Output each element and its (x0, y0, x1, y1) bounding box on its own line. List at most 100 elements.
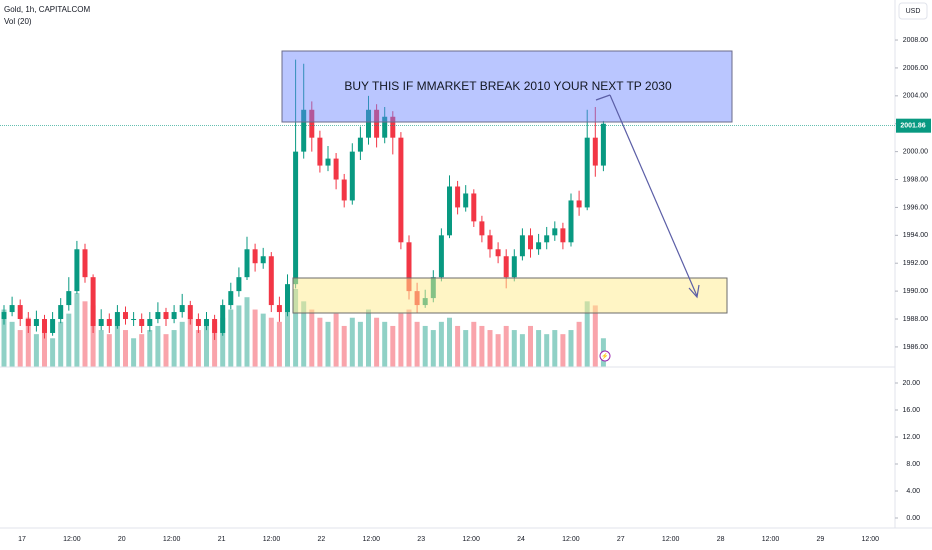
volume-bar (82, 301, 88, 367)
volume-bar (519, 334, 525, 367)
candle-body (179, 305, 185, 313)
volume-bar (163, 334, 169, 367)
candle-body (382, 116, 388, 138)
y-tick-label: 1998.00 (903, 176, 928, 183)
candle-body (74, 249, 80, 292)
volume-bar (333, 313, 339, 367)
volume-bar (317, 317, 323, 367)
indicator-tick-label: 16.00 (902, 407, 920, 414)
candle-body (503, 256, 509, 278)
candle-body (131, 319, 137, 321)
volume-bar (560, 334, 566, 367)
candle-body (487, 235, 493, 250)
volume-bar (212, 321, 218, 367)
candle-body (536, 242, 542, 250)
candle-body (9, 305, 15, 313)
volume-bar (406, 309, 412, 367)
candle-body (519, 235, 525, 257)
y-tick-label: 2004.00 (903, 93, 928, 100)
x-tick-label: 12:00 (63, 536, 81, 543)
volume-bar (276, 321, 282, 367)
volume-bar (576, 321, 582, 367)
x-tick-label: 17 (18, 536, 26, 543)
x-tick-label: 12:00 (263, 536, 281, 543)
volume-bar (187, 317, 193, 367)
candle-body (325, 158, 331, 166)
volume-bar (74, 293, 80, 367)
candle-body (268, 256, 274, 306)
volume-bar (309, 309, 315, 367)
currency-label[interactable]: USD (906, 8, 921, 15)
volume-bar (17, 330, 23, 367)
volume-bar (98, 330, 104, 367)
candle-body (252, 249, 258, 264)
volume-bar (544, 334, 550, 367)
volume-bar (568, 330, 574, 367)
indicator-tick-label: 8.00 (906, 461, 920, 468)
volume-bar (301, 301, 307, 367)
chart-title: Gold, 1h, CAPITALCOM (4, 5, 90, 14)
volume-bar (382, 321, 388, 367)
volume-bar (204, 325, 209, 367)
candle-body (568, 200, 574, 243)
candle-body (455, 186, 461, 208)
volume-bar (66, 313, 72, 367)
y-tick-label: 1994.00 (903, 232, 928, 239)
candle-body (1, 312, 7, 320)
event-icon-glyph[interactable]: ⚡ (601, 352, 608, 360)
candle-body (357, 137, 363, 152)
arrow-line (595, 94, 611, 101)
y-tick-label: 1988.00 (903, 316, 928, 323)
volume-bar (285, 305, 290, 367)
volume-bar (398, 313, 404, 367)
volume-bar (374, 317, 380, 367)
candle-body (147, 319, 153, 326)
buy-zone (281, 50, 733, 123)
volume-bar (463, 330, 469, 367)
candle-body (584, 137, 590, 208)
candle-body (204, 319, 209, 326)
y-tick-label: 2000.00 (903, 148, 928, 155)
volume-bar (471, 321, 477, 367)
candle-body (17, 305, 23, 320)
currency-button[interactable] (898, 2, 928, 20)
candle-body (123, 312, 128, 320)
volume-bar (325, 321, 331, 367)
arrow-head (688, 284, 700, 299)
candle-body (398, 137, 404, 243)
candle-body (25, 319, 31, 326)
candle-body (50, 319, 56, 333)
volume-bar (58, 321, 64, 367)
candle-body (317, 137, 323, 166)
indicator-tick-label: 4.00 (906, 488, 920, 495)
volume-bar (179, 321, 185, 367)
candle-body (528, 235, 533, 250)
volume-bar (268, 317, 274, 367)
volume-bar (479, 325, 485, 367)
volume-bar (244, 297, 250, 367)
candle-body (276, 305, 282, 313)
volume-bar (114, 325, 120, 367)
y-tick-label: 1986.00 (903, 344, 928, 351)
candle-body (333, 158, 339, 180)
volume-bar (236, 305, 242, 367)
volume-bar (430, 330, 436, 367)
x-tick-label: 28 (717, 536, 725, 543)
candle-body (309, 109, 315, 138)
candle-body (374, 109, 380, 138)
volume-bar (147, 330, 153, 367)
event-icon[interactable] (599, 350, 611, 362)
x-tick-label: 22 (318, 536, 326, 543)
x-tick-label: 12:00 (163, 536, 181, 543)
volume-bar (9, 321, 15, 367)
volume-bar (438, 321, 444, 367)
volume-bar (447, 317, 452, 367)
volume-bar (487, 330, 493, 367)
candle-body (511, 256, 517, 278)
y-tick-label: 1990.00 (903, 288, 928, 295)
volume-bar (455, 325, 461, 367)
x-tick-label: 24 (517, 536, 525, 543)
candle-body (479, 221, 485, 236)
x-tick-label: 12:00 (662, 536, 680, 543)
